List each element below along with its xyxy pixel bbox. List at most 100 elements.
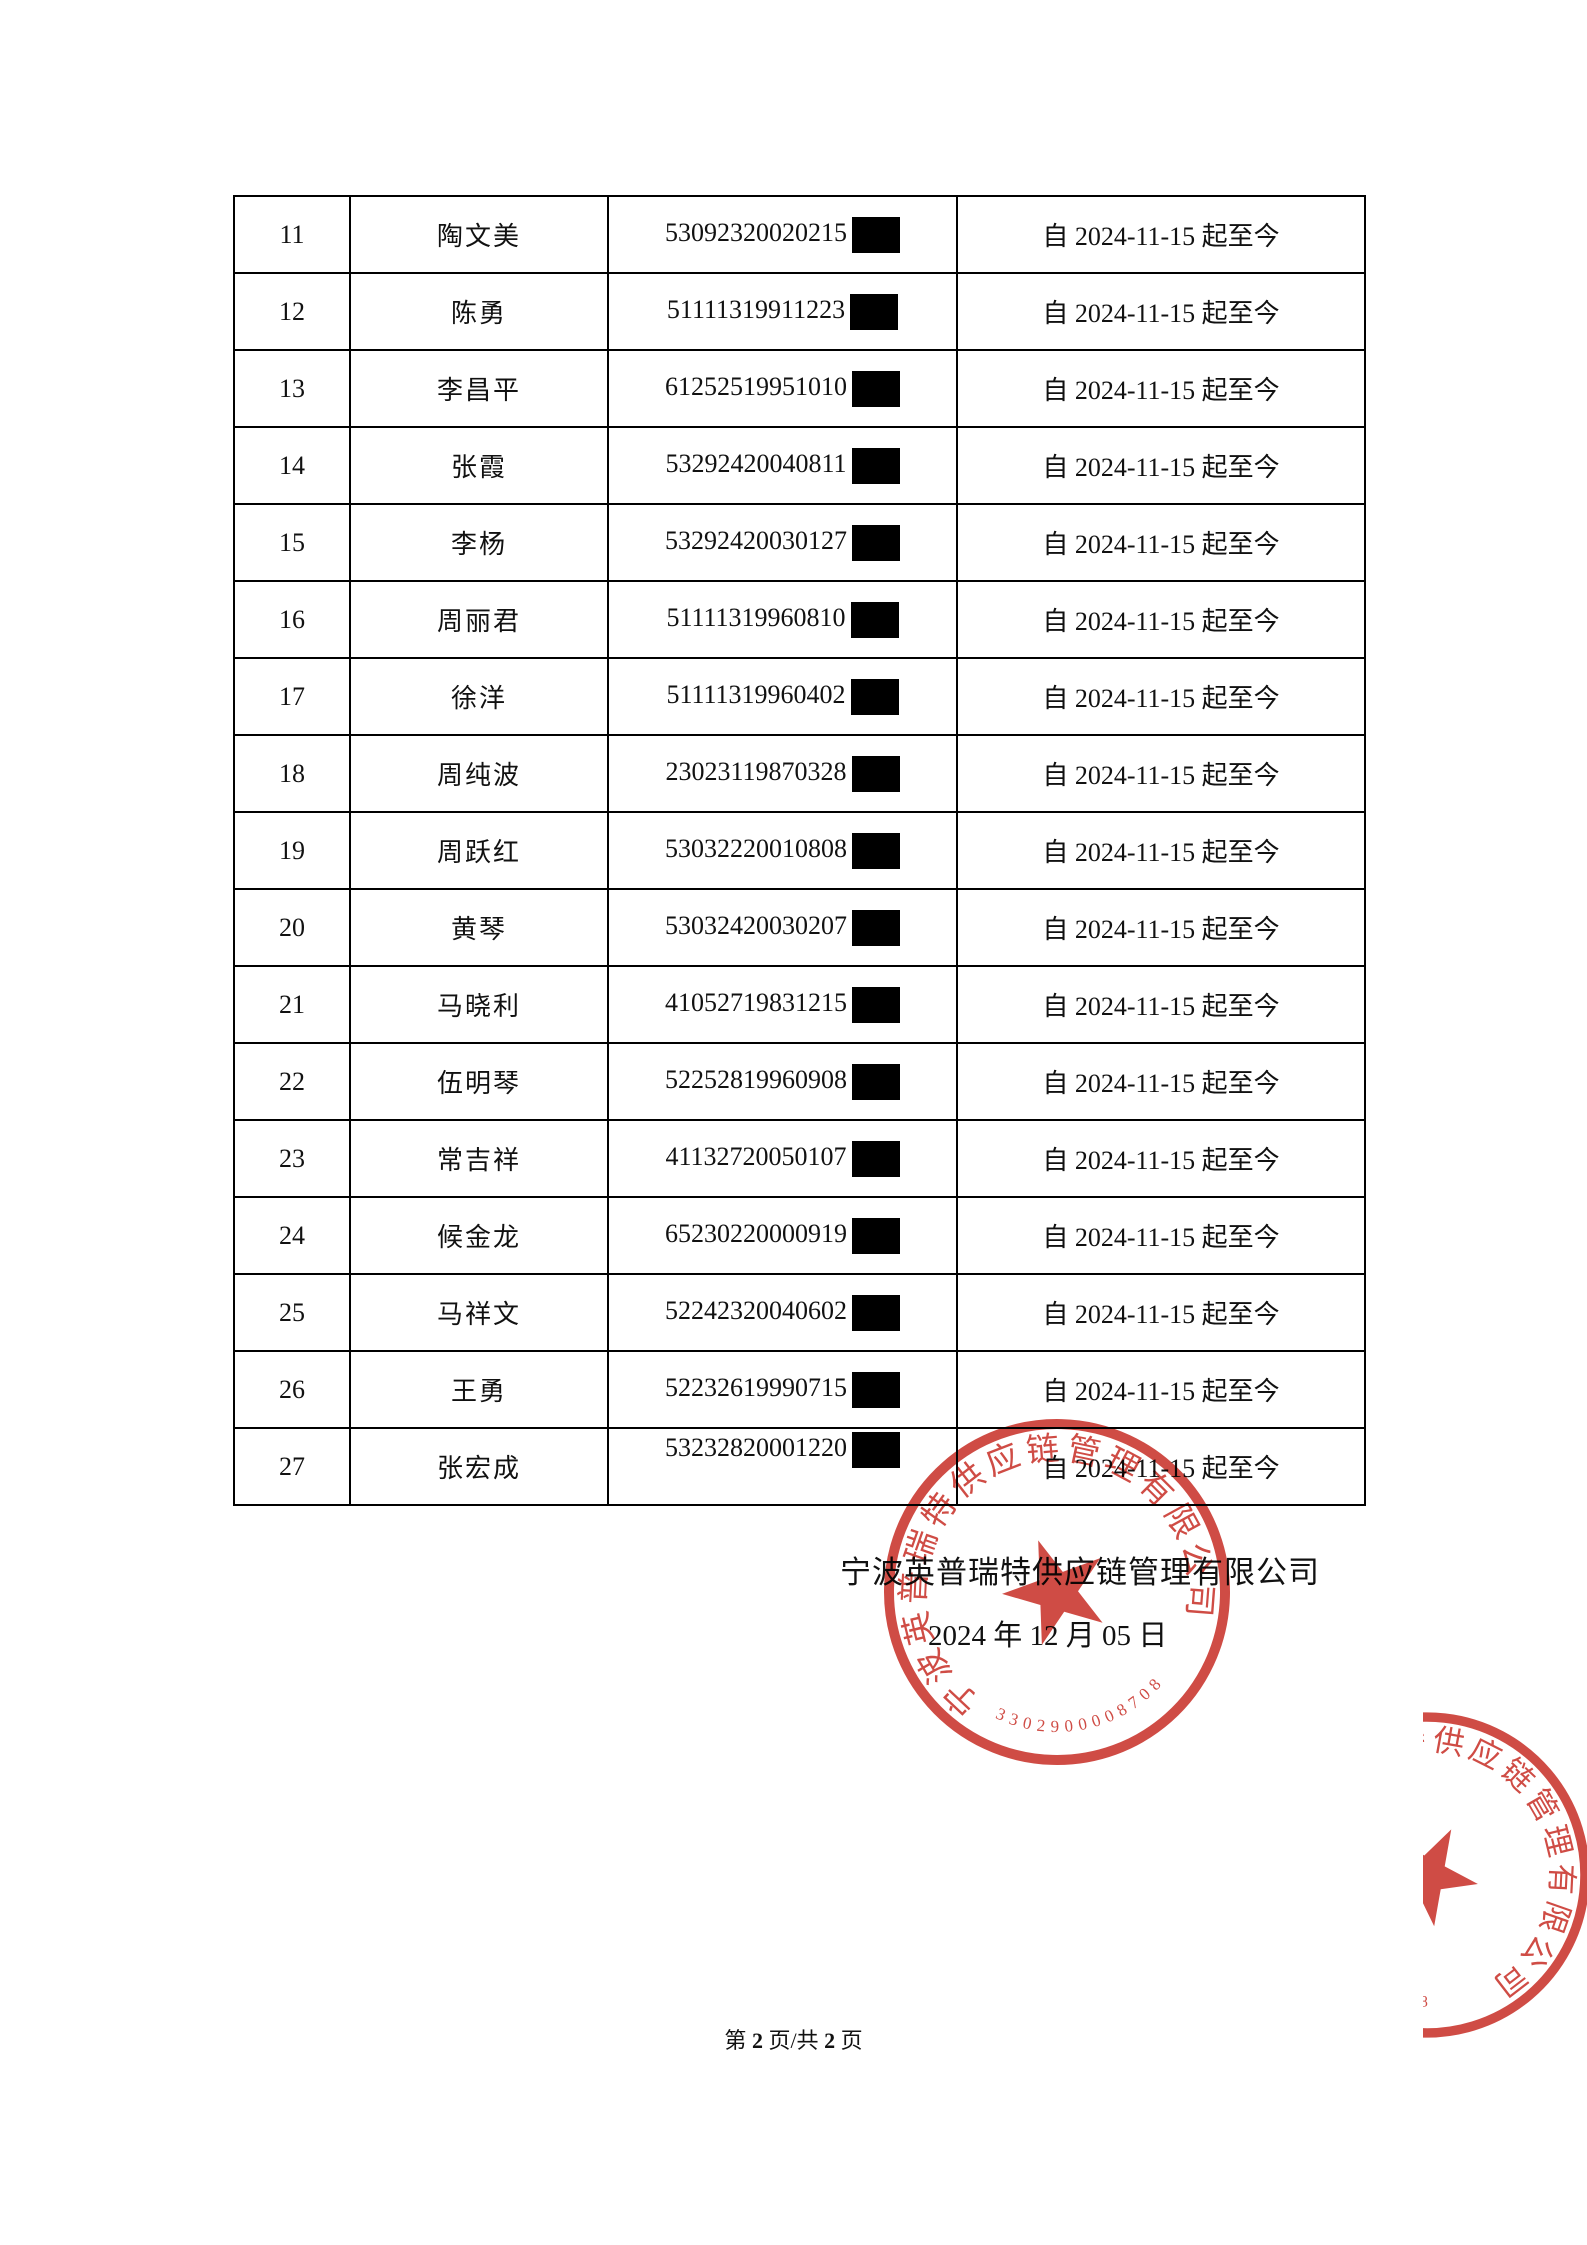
seal-serial-number: 3302900008708 [988,1647,1175,1763]
id-number: 52252819960908 [665,1064,847,1094]
id-wrap: 52232619990715 [665,1371,900,1408]
row-number: 22 [279,1066,305,1096]
membership-period: 自 2024-11-15 起至今 [1042,992,1280,1021]
member-name: 张霞 [450,453,507,482]
row-number: 14 [279,450,305,480]
table-row: 22 伍明琴 52252819960908 自 2024-11-15 起至今 [233,1042,1366,1121]
membership-period: 自 2024-11-15 起至今 [1042,453,1280,482]
member-name: 陶文美 [436,222,521,251]
row-number: 19 [279,835,305,865]
member-name: 李昌平 [436,376,521,405]
id-wrap: 53232820001220 [665,1431,900,1468]
id-wrap: 52252819960908 [665,1063,900,1100]
clipped-seal-stamp: 宁波英普瑞特供应链管理有限公司 3302900008708 [1423,1695,1587,2057]
id-number: 53032220010808 [665,833,847,863]
membership-period: 自 2024-11-15 起至今 [1042,222,1280,251]
member-name: 常吉祥 [436,1146,521,1175]
seal-star-icon [1002,1540,1103,1645]
redaction-box [850,293,899,330]
id-number: 23023119870328 [665,756,847,786]
redaction-box [852,909,900,946]
row-number: 13 [279,373,305,403]
redaction-box [850,678,899,715]
table-row: 17 徐洋 51111319960402 自 2024-11-15 起至今 [233,657,1366,736]
member-name: 徐洋 [450,684,507,713]
table-row: 12 陈勇 51111319911223 自 2024-11-15 起至今 [233,272,1366,351]
id-number: 53292420030127 [665,525,847,555]
id-number: 51111319911223 [666,294,846,324]
redaction-box [852,1294,900,1331]
table-row: 25 马祥文 52242320040602 自 2024-11-15 起至今 [233,1273,1366,1352]
membership-period: 自 2024-11-15 起至今 [1042,1069,1280,1098]
membership-period: 自 2024-11-15 起至今 [1042,1223,1280,1252]
member-name: 王勇 [450,1377,507,1406]
footer-page-number: 2 [751,2028,763,2053]
membership-period: 自 2024-11-15 起至今 [1042,684,1280,713]
redaction-box [851,1140,900,1177]
id-wrap: 51111319960402 [666,678,899,715]
row-number: 25 [279,1297,305,1327]
member-name: 马晓利 [436,992,521,1021]
id-wrap: 61252519951010 [665,370,900,407]
seal-star-icon [1423,1829,1478,1927]
row-number: 27 [279,1451,305,1481]
membership-period: 自 2024-11-15 起至今 [1042,1300,1280,1329]
membership-period: 自 2024-11-15 起至今 [1042,530,1280,559]
id-number: 51111319960402 [666,679,846,709]
id-number: 65230220000919 [665,1218,847,1248]
id-wrap: 41132720050107 [665,1140,900,1177]
id-wrap: 53292420030127 [665,524,900,561]
id-wrap: 51111319960810 [666,601,899,638]
member-name: 李杨 [450,530,507,559]
member-name: 周跃红 [436,838,521,867]
membership-period: 自 2024-11-15 起至今 [1042,915,1280,944]
table-row: 27 张宏成 53232820001220 自 2024-11-15 起至今 [233,1427,1366,1506]
row-number: 20 [279,912,305,942]
row-number: 12 [279,296,305,326]
id-wrap: 53032420030207 [665,909,900,946]
member-name: 周纯波 [436,761,521,790]
table-row: 14 张霞 53292420040811 自 2024-11-15 起至今 [233,426,1366,505]
footer-label-ye: 页 [840,2028,863,2053]
id-number: 53032420030207 [665,910,847,940]
redaction-box [852,370,900,407]
id-number: 41052719831215 [665,987,847,1017]
id-number: 52242320040602 [665,1295,847,1325]
id-wrap: 52242320040602 [665,1294,900,1331]
table-row: 11 陶文美 53092320020215 自 2024-11-15 起至今 [233,195,1366,274]
table-row: 24 候金龙 65230220000919 自 2024-11-15 起至今 [233,1196,1366,1275]
redaction-box [852,1371,900,1408]
row-number: 17 [279,681,305,711]
membership-period: 自 2024-11-15 起至今 [1042,1377,1280,1406]
member-table-body: 11 陶文美 53092320020215 自 2024-11-15 起至今 1… [233,195,1366,1506]
row-number: 15 [279,527,305,557]
id-wrap: 41052719831215 [665,986,900,1023]
seal-serial-number: 3302900008708 [1423,1901,1450,2028]
member-name: 候金龙 [436,1223,521,1252]
table-row: 13 李昌平 61252519951010 自 2024-11-15 起至今 [233,349,1366,428]
member-name: 张宏成 [436,1454,521,1483]
id-number: 53292420040811 [665,448,847,478]
table-row: 23 常吉祥 41132720050107 自 2024-11-15 起至今 [233,1119,1366,1198]
page-footer: 第 2 页/共 2 页 [0,2023,1587,2055]
seal-ring [1423,1712,1587,2038]
redaction-box [852,1063,900,1100]
id-number: 53092320020215 [665,217,847,247]
id-number: 53232820001220 [665,1432,847,1462]
table-row: 21 马晓利 41052719831215 自 2024-11-15 起至今 [233,965,1366,1044]
member-name: 周丽君 [436,607,521,636]
redaction-box [851,755,900,792]
redaction-box [852,1431,900,1468]
membership-period: 自 2024-11-15 起至今 [1042,761,1280,790]
redaction-box [851,447,900,484]
redaction-box [852,986,900,1023]
redaction-box [850,601,899,638]
id-wrap: 51111319911223 [666,293,899,330]
id-wrap: 53032220010808 [665,832,900,869]
id-number: 41132720050107 [665,1141,847,1171]
member-name: 黄琴 [450,915,507,944]
redaction-box [852,524,900,561]
footer-label-mid: 页/共 [768,2028,819,2053]
membership-period: 自 2024-11-15 起至今 [1042,1146,1280,1175]
